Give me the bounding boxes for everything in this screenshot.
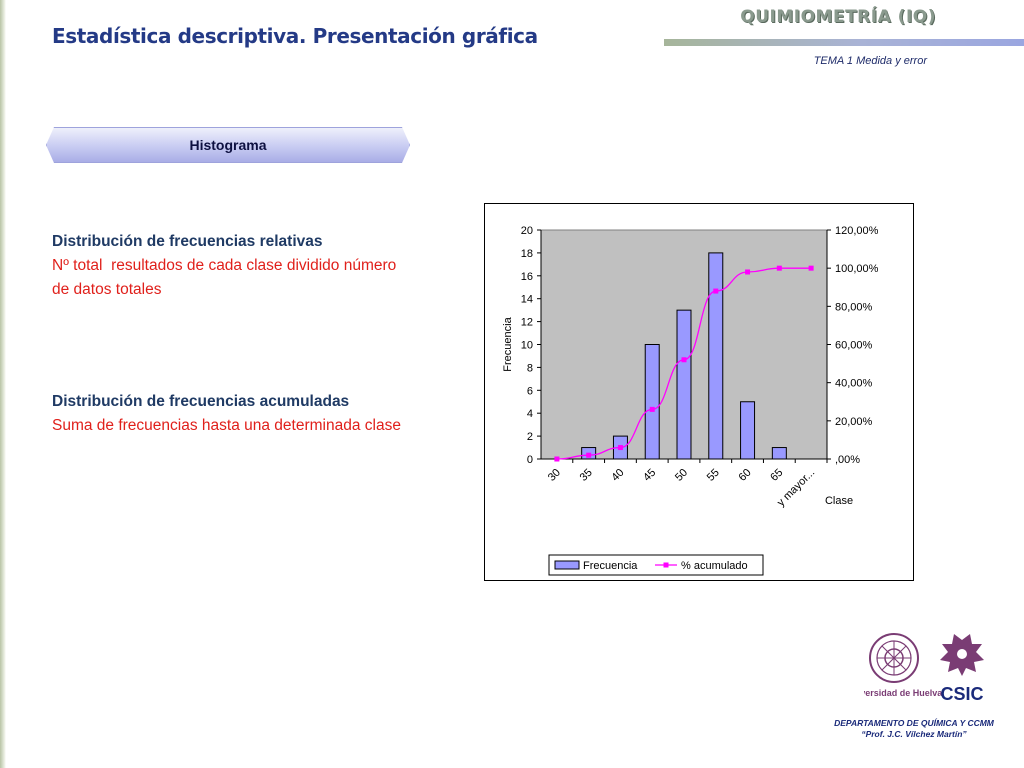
csic-emblem-icon bbox=[940, 634, 984, 676]
legend-label-acumulado: % acumulado bbox=[681, 560, 748, 572]
point-acumulado bbox=[649, 406, 655, 412]
y2-tick-label: 20,00% bbox=[835, 416, 873, 428]
y-axis-title: Frecuencia bbox=[502, 316, 514, 371]
y-tick-label: 14 bbox=[521, 294, 533, 306]
y-tick-label: 6 bbox=[527, 385, 533, 397]
point-acumulado bbox=[808, 265, 814, 271]
header-divider bbox=[664, 39, 1024, 46]
bar-frecuencia bbox=[708, 252, 724, 460]
x-tick-label: 45 bbox=[641, 467, 658, 484]
x-tick-label: 40 bbox=[609, 467, 626, 484]
y-tick-label: 18 bbox=[521, 248, 533, 260]
y-tick-label: 10 bbox=[521, 340, 533, 352]
y2-tick-label: ,00% bbox=[835, 454, 860, 466]
block-text: Suma de frecuencias hasta una determinad… bbox=[52, 417, 401, 434]
y-tick-label: 0 bbox=[527, 454, 533, 466]
point-acumulado bbox=[554, 456, 560, 462]
point-acumulado bbox=[776, 265, 782, 271]
bar-frecuencia bbox=[676, 309, 692, 460]
legend-label-frecuencia: Frecuencia bbox=[583, 560, 638, 572]
left-decorative-rule bbox=[0, 0, 6, 768]
y-tick-label: 12 bbox=[521, 317, 533, 329]
section-tab-histograma: Histograma bbox=[46, 127, 410, 163]
y2-tick-label: 40,00% bbox=[835, 378, 873, 390]
x-tick-label: 55 bbox=[705, 467, 722, 484]
y2-tick-label: 80,00% bbox=[835, 301, 873, 313]
section-tab-label: Histograma bbox=[189, 137, 267, 153]
footer-logos: Universidad de Huelva CSIC bbox=[846, 630, 1004, 710]
x-tick-label: 35 bbox=[578, 467, 595, 484]
point-acumulado bbox=[617, 445, 623, 451]
point-acumulado bbox=[713, 288, 719, 294]
university-seal-icon bbox=[869, 633, 919, 683]
block-text: Nº total resultados de cada clase dividi… bbox=[52, 257, 401, 298]
legend-swatch-acumulado-marker bbox=[663, 562, 669, 568]
bar-frecuencia bbox=[771, 447, 787, 460]
course-brand: QUIMIOMETRÍA (IQ) bbox=[740, 7, 936, 27]
footer-line-1: DEPARTAMENTO DE QUÍMICA Y CCMM bbox=[834, 718, 994, 728]
logo-left-label: Universidad de Huelva bbox=[864, 688, 943, 698]
histogram-chart: 0 2 4 6 8 10 12 14 16 18 20,00% 20,00% 40,00% 60,00% 8… bbox=[484, 203, 914, 581]
bar-frecuencia bbox=[644, 344, 660, 460]
block-heading: Distribución de frecuencias acumuladas bbox=[52, 393, 350, 410]
x-tick-label: 65 bbox=[768, 467, 785, 484]
x-tick-label: 30 bbox=[546, 467, 563, 484]
footer-line-2: “Prof. J.C. Vílchez Martín” bbox=[861, 729, 967, 739]
y2-tick-label: 120,00% bbox=[835, 225, 879, 237]
x-axis-title: Clase bbox=[825, 495, 853, 507]
y-tick-label: 20 bbox=[521, 225, 533, 237]
y-tick-label: 4 bbox=[527, 408, 533, 420]
footer-credit: DEPARTAMENTO DE QUÍMICA Y CCMM “Prof. J.… bbox=[814, 718, 1014, 740]
x-tick-label: 50 bbox=[673, 467, 690, 484]
y-tick-label: 16 bbox=[521, 271, 533, 283]
y-tick-label: 2 bbox=[527, 431, 533, 443]
y-tick-label: 8 bbox=[527, 362, 533, 374]
point-acumulado bbox=[745, 269, 751, 275]
topic-subtitle: TEMA 1 Medida y error bbox=[813, 55, 927, 67]
block-cumulative-frequencies: Distribución de frecuencias acumuladas S… bbox=[52, 390, 402, 438]
logo-right-label: CSIC bbox=[940, 684, 983, 704]
y2-tick-label: 60,00% bbox=[835, 340, 873, 352]
point-acumulado bbox=[681, 357, 687, 363]
legend-swatch-frecuencia bbox=[554, 560, 580, 570]
page-title: Estadística descriptiva. Presentación gr… bbox=[52, 24, 538, 48]
bar-frecuencia bbox=[740, 401, 756, 460]
block-relative-frequencies: Distribución de frecuencias relativas Nº… bbox=[52, 230, 402, 302]
histogram-svg: 02468101214161820,00%20,00%40,00%60,00%8… bbox=[502, 225, 879, 576]
x-tick-label: 60 bbox=[737, 467, 754, 484]
block-heading: Distribución de frecuencias relativas bbox=[52, 233, 323, 250]
point-acumulado bbox=[586, 452, 592, 458]
y2-tick-label: 100,00% bbox=[835, 263, 879, 275]
